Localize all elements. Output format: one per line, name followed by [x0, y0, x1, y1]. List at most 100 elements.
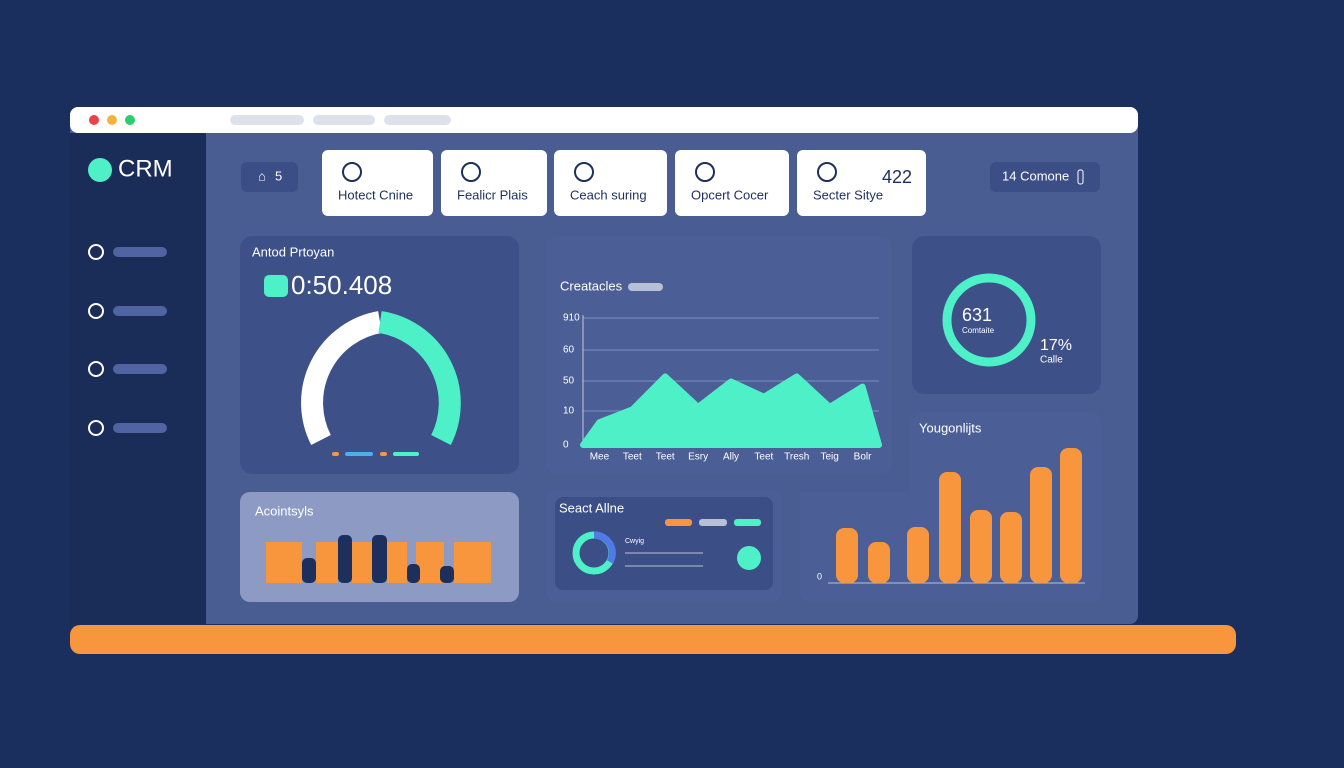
donut-value: 631: [962, 305, 992, 325]
card[interactable]: [441, 150, 547, 216]
x-tick-label: Teet: [656, 452, 675, 463]
nav-icon[interactable]: [88, 303, 104, 319]
card-icon: [574, 162, 594, 182]
nav-item[interactable]: [113, 306, 167, 316]
panel-title: Yougonlijts: [919, 420, 982, 435]
y-tick-label: 0: [563, 440, 569, 451]
y-tick-label: 60: [563, 345, 575, 356]
tab[interactable]: [384, 115, 451, 125]
y-tick-label: 0: [817, 571, 822, 581]
sidebar: [70, 133, 206, 624]
nav-icon[interactable]: [88, 244, 104, 260]
y-tick-label: 50: [563, 376, 575, 387]
card-value: 422: [882, 167, 912, 187]
title-bar: [70, 107, 1138, 133]
gauge-track: [301, 311, 383, 445]
search-box[interactable]: [241, 162, 298, 192]
bar: [416, 542, 444, 583]
logo: CRM: [118, 155, 173, 182]
bar: [836, 528, 858, 583]
bar: [1000, 512, 1022, 583]
caption: Cwyig: [625, 538, 644, 545]
nav-item[interactable]: [113, 423, 167, 433]
legend: [734, 519, 761, 526]
bar: [372, 535, 387, 583]
tab[interactable]: [313, 115, 375, 125]
base-bar: [70, 625, 1236, 654]
bar: [907, 527, 929, 583]
donut-panel: [912, 236, 1101, 394]
bar: [316, 542, 338, 583]
dot: [89, 115, 99, 125]
legend: [380, 452, 387, 456]
card-icon: [342, 162, 362, 182]
percent-caption: Calle: [1040, 355, 1063, 366]
card-label: Hotect Cnine: [338, 187, 413, 202]
search-text: 5: [275, 168, 282, 183]
search-icon: ⌂: [258, 168, 266, 183]
card[interactable]: [554, 150, 667, 216]
x-tick-label: Teet: [754, 452, 773, 463]
percent: 17%: [1040, 337, 1072, 354]
x-tick-label: Esry: [688, 452, 708, 463]
logo-icon: [88, 158, 112, 182]
y-tick-label: 910: [563, 313, 580, 324]
bar: [266, 542, 302, 583]
legend: [345, 452, 373, 456]
bar: [1060, 448, 1082, 583]
x-tick-label: Teet: [623, 452, 642, 463]
legend: [393, 452, 419, 456]
x-tick-label: Bolr: [854, 452, 872, 463]
status-icon: [1077, 169, 1084, 185]
bar: [338, 535, 352, 583]
legend: [332, 452, 339, 456]
bar: [440, 566, 454, 583]
bar: [302, 558, 316, 583]
x-tick-label: Tresh: [784, 452, 809, 463]
card-label: Opcert Cocer: [691, 187, 769, 202]
x-tick-label: Mee: [590, 452, 610, 463]
bar: [454, 542, 491, 583]
status: 14 Comone: [1002, 168, 1069, 183]
status-box[interactable]: [990, 162, 1100, 192]
card[interactable]: [675, 150, 789, 216]
accounts-bars: [266, 535, 491, 583]
y-tick-label: 10: [563, 406, 575, 417]
x-tick-label: Teig: [820, 452, 838, 463]
value-icon: [264, 275, 288, 297]
bar: [970, 510, 992, 583]
panel-title: Creatacles: [560, 278, 623, 293]
bar: [939, 472, 961, 583]
bar: [352, 542, 372, 583]
panel-title: Acointsyls: [255, 503, 314, 518]
bar: [1030, 467, 1052, 583]
card[interactable]: [797, 150, 926, 216]
donut-caption: Comtaite: [962, 326, 995, 335]
dot: [107, 115, 117, 125]
card[interactable]: [322, 150, 433, 216]
panel-title: Seact Allne: [559, 500, 624, 515]
bar: [387, 542, 407, 583]
legend: [699, 519, 727, 526]
nav-icon[interactable]: [88, 420, 104, 436]
card-icon: [461, 162, 481, 182]
card-label: Secter Sitye: [813, 187, 883, 202]
card-icon: [817, 162, 837, 182]
card-label: Ceach suring: [570, 187, 647, 202]
gauge-arc: [378, 311, 461, 445]
area: [580, 373, 882, 448]
gauge-value: 0:50.408: [291, 270, 392, 300]
mini-donut-seg: [593, 531, 616, 564]
card-label: Fealicr Plais: [457, 187, 528, 202]
panel-title: Antod Prtoyan: [252, 244, 334, 259]
nav: [88, 244, 167, 436]
nav-icon[interactable]: [88, 361, 104, 377]
tab[interactable]: [230, 115, 304, 125]
action-icon[interactable]: [737, 546, 761, 570]
nav-item[interactable]: [113, 247, 167, 257]
donut: [942, 273, 1036, 367]
nav-item[interactable]: [113, 364, 167, 374]
legend: [628, 283, 663, 291]
x-tick-label: Ally: [723, 452, 739, 463]
